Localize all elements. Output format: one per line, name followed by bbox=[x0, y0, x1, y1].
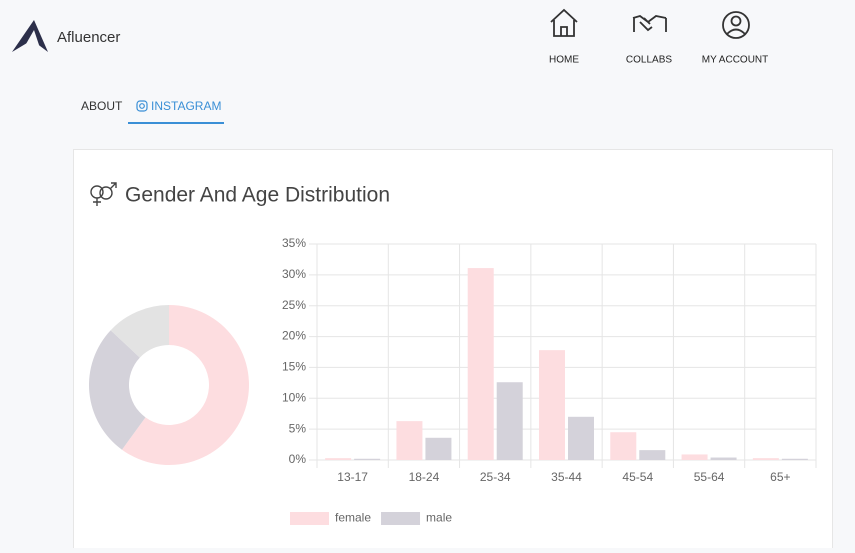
y-tick-label: 35% bbox=[282, 236, 306, 250]
account-icon-head bbox=[730, 15, 742, 27]
x-tick-label: 65+ bbox=[770, 470, 790, 484]
bar bbox=[539, 350, 565, 460]
x-tick-label: 55-64 bbox=[694, 470, 725, 484]
y-tick-label: 15% bbox=[282, 360, 306, 374]
pie-slice bbox=[89, 330, 146, 450]
x-tick-label: 35-44 bbox=[551, 470, 582, 484]
y-tick-label: 10% bbox=[282, 390, 306, 404]
bar bbox=[496, 382, 523, 460]
brand[interactable]: Afluencer bbox=[57, 29, 120, 46]
legend-swatch bbox=[290, 512, 329, 525]
pie-slice bbox=[110, 305, 169, 358]
tab-underline bbox=[128, 122, 224, 124]
nav-link[interactable]: MY ACCOUNT bbox=[702, 55, 769, 66]
y-tick-label: 30% bbox=[282, 267, 306, 281]
y-tick-label: 25% bbox=[282, 298, 306, 312]
x-tick-label: 13-17 bbox=[337, 470, 368, 484]
tab[interactable]: ABOUT bbox=[81, 99, 123, 113]
logo[interactable] bbox=[12, 20, 48, 52]
legend-swatch bbox=[381, 512, 421, 525]
instagram-icon bbox=[136, 100, 148, 112]
bar bbox=[467, 268, 494, 460]
home-icon[interactable] bbox=[550, 8, 578, 37]
pie-slice bbox=[121, 305, 249, 465]
x-tick-label: 18-24 bbox=[409, 470, 440, 484]
legend-label: female bbox=[335, 511, 371, 525]
nav-link[interactable]: HOME bbox=[549, 55, 579, 66]
nav-link[interactable]: COLLABS bbox=[626, 55, 672, 66]
y-tick-label: 0% bbox=[289, 452, 307, 466]
y-tick-label: 20% bbox=[282, 329, 306, 343]
bar bbox=[396, 421, 423, 460]
instagram-icon-lens bbox=[139, 103, 145, 109]
bar bbox=[752, 458, 779, 460]
x-tick-label: 25-34 bbox=[480, 470, 511, 484]
bar bbox=[325, 458, 352, 460]
account-icon[interactable] bbox=[722, 11, 750, 39]
bar bbox=[568, 416, 594, 460]
bar bbox=[639, 450, 666, 460]
bar bbox=[710, 457, 737, 460]
bar bbox=[425, 437, 452, 460]
y-tick-label: 5% bbox=[289, 421, 307, 435]
bar bbox=[610, 432, 637, 460]
bar bbox=[781, 458, 808, 460]
charts: 0% 5% 10% 15% 20% 25% 30% 35% 13-17 18-24 25-34 35-… bbox=[89, 236, 817, 525]
logo-cut bbox=[26, 30, 40, 48]
bar bbox=[681, 454, 708, 460]
nav-icons bbox=[550, 8, 750, 39]
bar bbox=[354, 458, 381, 460]
card-title: Gender And Age Distribution bbox=[125, 184, 390, 207]
account-icon-body bbox=[726, 28, 746, 35]
x-tick-label: 45-54 bbox=[622, 470, 653, 484]
gender-icon bbox=[90, 182, 117, 206]
tab-active[interactable]: INSTAGRAM bbox=[151, 99, 221, 113]
collabs-icon[interactable] bbox=[632, 15, 667, 32]
legend-label: male bbox=[426, 511, 452, 525]
